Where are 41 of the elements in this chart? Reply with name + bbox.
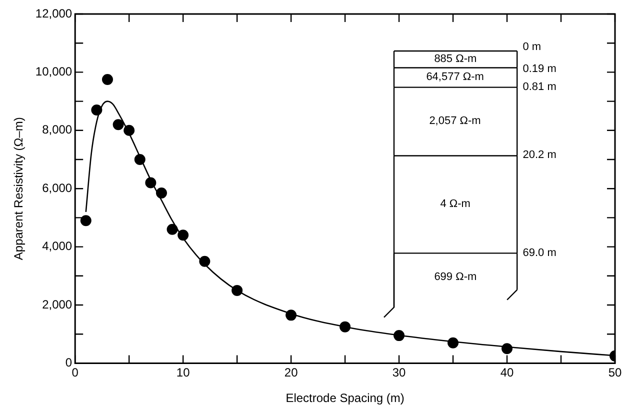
y-tick-label: 6,000 (42, 180, 72, 195)
point (102, 74, 113, 85)
point (340, 321, 351, 332)
x-tick-label: 20 (284, 366, 298, 380)
annotation: 20.2 m (522, 149, 556, 162)
point (199, 256, 210, 267)
point (394, 330, 405, 342)
x-tick-label: 10 (176, 366, 190, 380)
annotation: 64,577 Ω-m (426, 71, 484, 84)
y-tick-label: 8,000 (42, 122, 72, 137)
x-axis-title: Electrode Spacing (m) (286, 391, 404, 406)
annotation: 699 Ω-m (434, 271, 477, 284)
annotation: 4 Ω-m (440, 198, 470, 211)
point (448, 337, 459, 348)
point (502, 343, 513, 354)
y-tick-label: 0 (65, 356, 72, 370)
y-tick-label: 12,000 (35, 6, 72, 20)
point (145, 177, 156, 188)
y-tick-label: 4,000 (42, 239, 72, 254)
annotation: 0 m (522, 40, 542, 54)
y-tick-label: 10,000 (35, 64, 72, 79)
annotation: 0.81 m (522, 80, 556, 94)
y-tick-label: 2,000 (42, 297, 72, 312)
x-tick-label: 30 (392, 366, 406, 380)
x-tick-label: 50 (608, 366, 622, 380)
y-axis-title: Apparent Resistivity (Ω–m) (12, 117, 26, 260)
annotation: 885 Ω-m (434, 52, 477, 66)
point (80, 215, 92, 226)
point (134, 154, 146, 165)
point (166, 224, 178, 235)
point (91, 104, 102, 116)
point (286, 310, 297, 321)
annotation: 69.0 m (522, 246, 556, 260)
point (156, 187, 167, 198)
point (124, 124, 135, 136)
point (112, 119, 124, 130)
point (178, 230, 189, 241)
annotation: 2,057 Ω-m (429, 115, 481, 128)
point (232, 284, 243, 296)
annotation: 0.19 m (522, 63, 556, 76)
x-tick-label: 40 (500, 366, 514, 380)
